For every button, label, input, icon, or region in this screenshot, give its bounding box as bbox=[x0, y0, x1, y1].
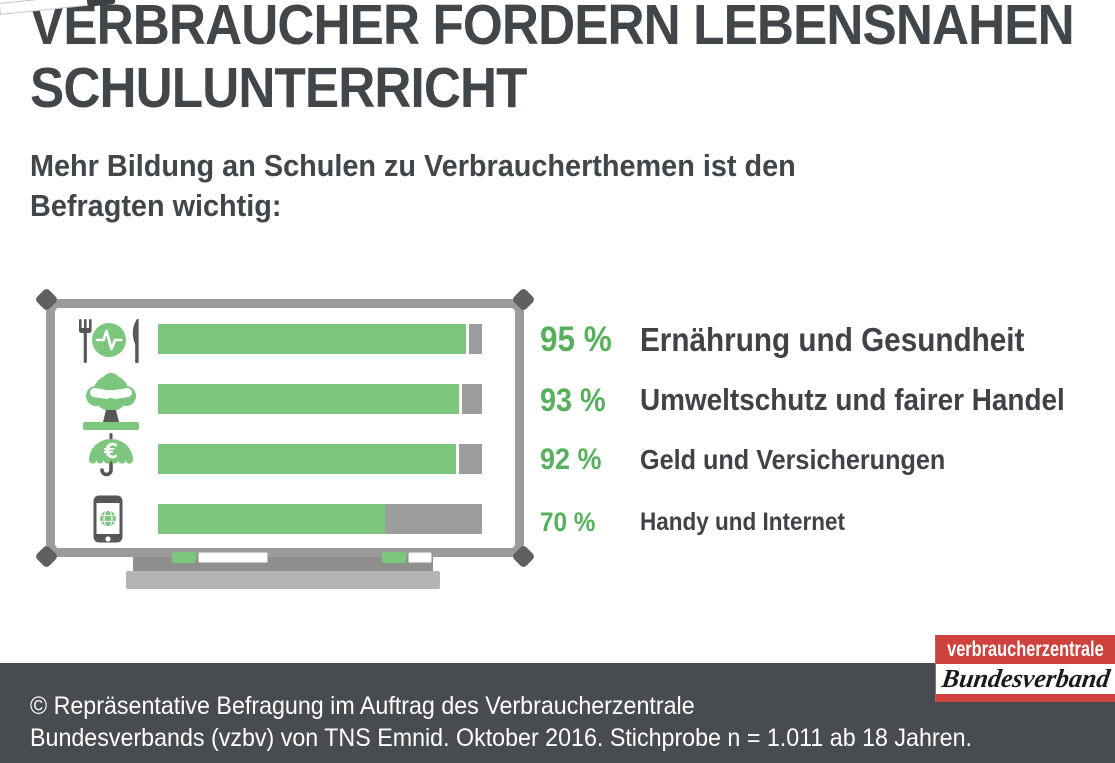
footer-source-text: © Repräsentative Befragung im Auftrag de… bbox=[30, 690, 972, 754]
umbrella-euro-icon: € bbox=[87, 433, 135, 479]
bar-fill bbox=[158, 444, 457, 474]
footer-line2: Bundesverbands (vzbv) von TNS Emnid. Okt… bbox=[30, 724, 972, 752]
bar-track bbox=[158, 384, 482, 414]
whiteboard-illustration: € bbox=[34, 287, 536, 569]
vzbv-logo: verbraucherzentrale Bundesverband bbox=[935, 635, 1115, 702]
chart-row: 93 % Umweltschutz und fairer Handel bbox=[540, 378, 1112, 422]
whiteboard-corner-icon bbox=[511, 544, 536, 569]
percent-value: 95 % bbox=[540, 320, 612, 359]
smartphone-globe-icon bbox=[93, 495, 123, 543]
whiteboard-marker-cap bbox=[172, 552, 196, 563]
bar-remainder bbox=[462, 384, 482, 414]
page-subtitle: Mehr Bildung an Schulen zu Verbraucherth… bbox=[30, 146, 796, 226]
bar-remainder bbox=[468, 324, 482, 354]
tree-handshake-icon bbox=[83, 372, 139, 430]
logo-script: Bundesverband bbox=[939, 664, 1112, 693]
bar-fill bbox=[158, 324, 466, 354]
whiteboard-corner-icon bbox=[34, 287, 59, 312]
whiteboard-corner-icon bbox=[511, 287, 536, 312]
bar-fill bbox=[158, 504, 385, 534]
logo-band-white: Bundesverband bbox=[936, 664, 1115, 694]
footer-bar: © Repräsentative Befragung im Auftrag de… bbox=[0, 663, 1115, 763]
page-subtitle-line2: Befragten wichtig: bbox=[30, 188, 282, 223]
marker-tray bbox=[126, 571, 440, 589]
logo-wordmark: verbraucherzentrale bbox=[947, 637, 1104, 661]
whiteboard-corner-icon bbox=[34, 544, 59, 569]
bar-track bbox=[158, 504, 482, 534]
cutlery-health-icon bbox=[78, 318, 140, 364]
bar-track bbox=[158, 444, 482, 474]
percent-value: 93 % bbox=[540, 381, 606, 418]
category-label: Handy und Internet bbox=[640, 507, 846, 536]
chart-row: 70 % Handy und Internet bbox=[540, 500, 868, 544]
category-label: Umweltschutz und fairer Handel bbox=[640, 382, 1065, 417]
bar-fill bbox=[158, 384, 460, 414]
page-subtitle-line1: Mehr Bildung an Schulen zu Verbraucherth… bbox=[30, 148, 796, 183]
svg-text:€: € bbox=[103, 439, 118, 463]
page-title-line1: VERBRAUCHER FORDERN LEBENSNAHEN bbox=[30, 0, 1075, 57]
chart-row: 95 % Ernährung und Gesundheit bbox=[540, 318, 1067, 362]
bar-remainder bbox=[459, 444, 482, 474]
footer-line1: © Repräsentative Befragung im Auftrag de… bbox=[30, 692, 695, 720]
whiteboard-marker bbox=[408, 552, 432, 563]
percent-value: 92 % bbox=[540, 443, 602, 476]
category-label: Ernährung und Gesundheit bbox=[640, 321, 1025, 358]
whiteboard-marker-cap bbox=[382, 552, 406, 563]
logo-band-red: verbraucherzentrale bbox=[936, 635, 1115, 664]
bar-remainder bbox=[384, 504, 482, 534]
bar-track bbox=[158, 324, 482, 354]
category-label: Geld und Versicherungen bbox=[640, 444, 946, 475]
percent-value: 70 % bbox=[540, 506, 596, 537]
logo-strip-red bbox=[936, 694, 1115, 702]
page-title: VERBRAUCHER FORDERN LEBENSNAHEN SCHULUNT… bbox=[30, 0, 1075, 120]
chart-row: 92 % Geld und Versicherungen bbox=[540, 438, 979, 482]
page-title-line2: SCHULUNTERRICHT bbox=[30, 56, 528, 120]
whiteboard-marker bbox=[198, 552, 268, 563]
